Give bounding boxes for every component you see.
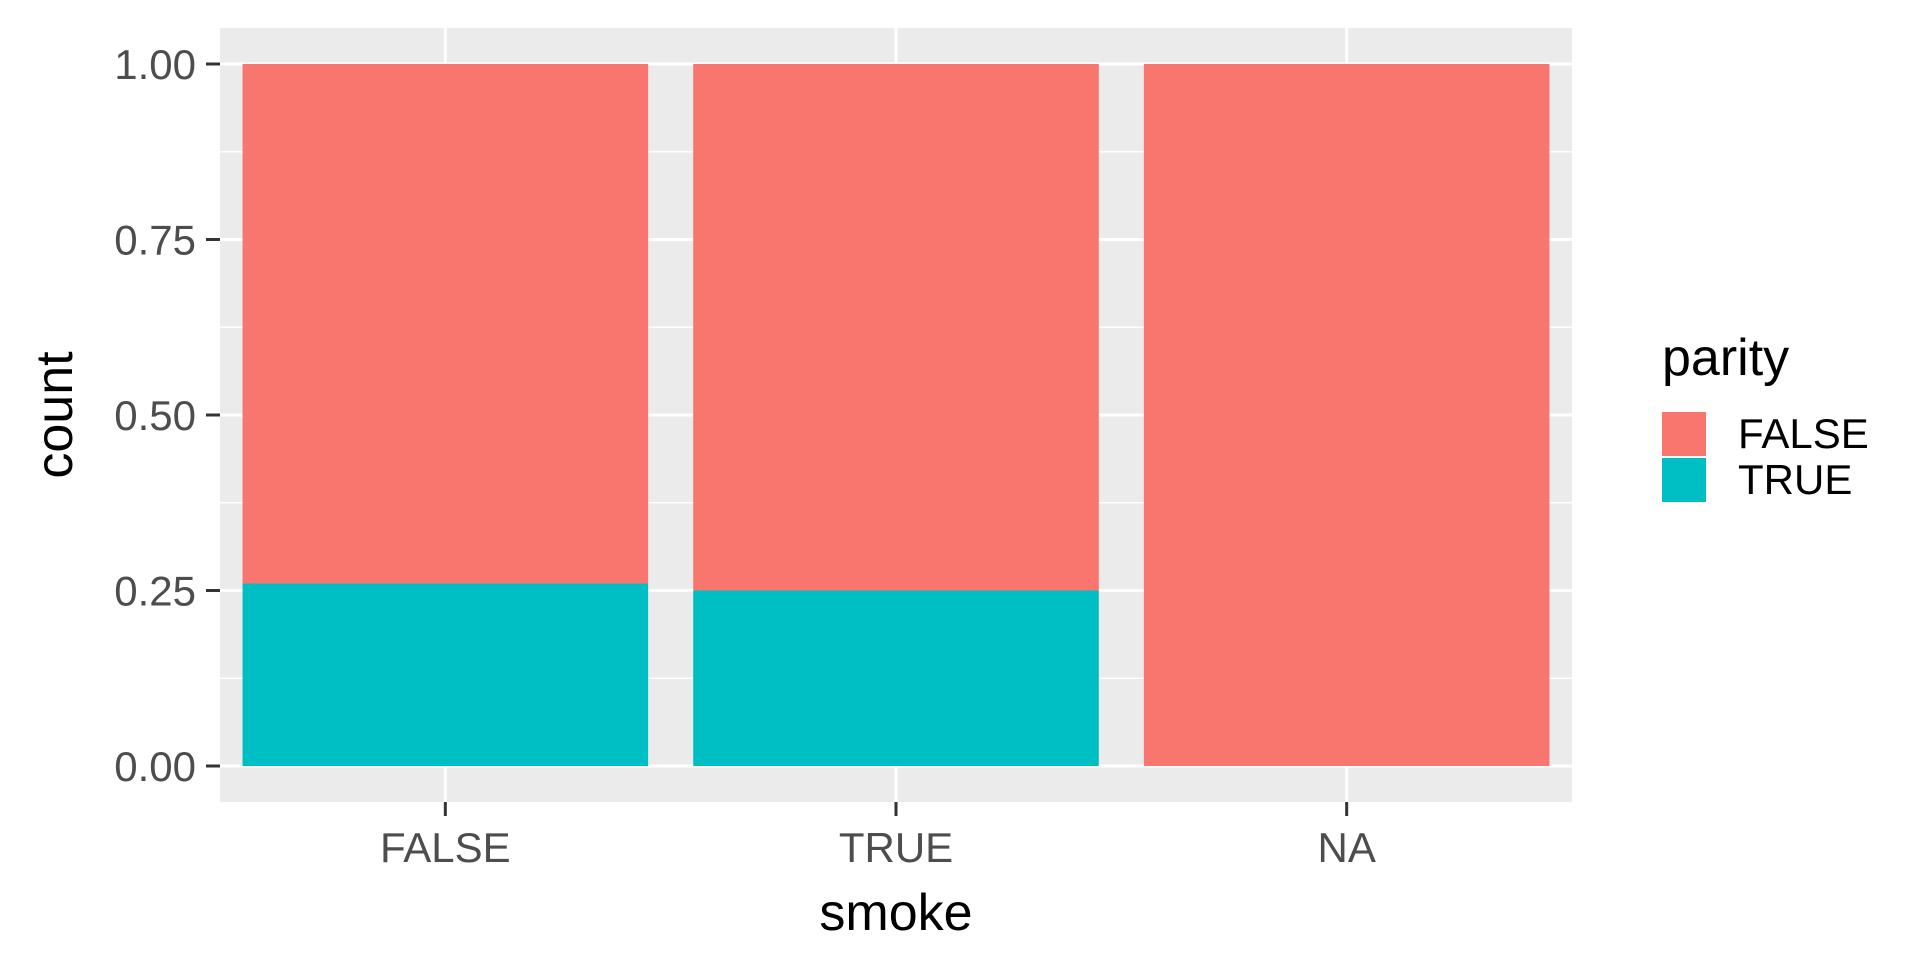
bar-segment-true-parity-true xyxy=(693,590,1099,766)
legend-label-true: TRUE xyxy=(1738,456,1852,503)
x-tick-label: NA xyxy=(1317,824,1375,871)
legend-title: parity xyxy=(1662,329,1789,387)
y-tick-label: 1.00 xyxy=(114,41,196,88)
bar-segment-false-parity-false xyxy=(242,64,649,584)
y-tick-label: 0.75 xyxy=(114,217,196,264)
bar-segment-false-parity-true xyxy=(242,583,649,766)
bars xyxy=(242,64,1550,766)
legend-label-false: FALSE xyxy=(1738,410,1869,457)
y-axis: 0.00 0.25 0.50 0.75 1.00 xyxy=(114,41,220,790)
bar-segment-true-parity-false xyxy=(693,64,1099,591)
legend-key-true xyxy=(1662,458,1706,502)
y-tick-label: 0.50 xyxy=(114,392,196,439)
y-tick-label: 0.25 xyxy=(114,568,196,615)
x-tick-label: TRUE xyxy=(839,824,953,871)
legend-key-false xyxy=(1662,412,1706,456)
bar-segment-na-parity-false xyxy=(1143,64,1550,766)
x-tick-label: FALSE xyxy=(380,824,511,871)
y-tick-label: 0.00 xyxy=(114,743,196,790)
x-axis-title: smoke xyxy=(819,884,972,942)
x-axis: FALSE TRUE NA xyxy=(380,802,1376,871)
y-axis-title: count xyxy=(26,351,84,479)
